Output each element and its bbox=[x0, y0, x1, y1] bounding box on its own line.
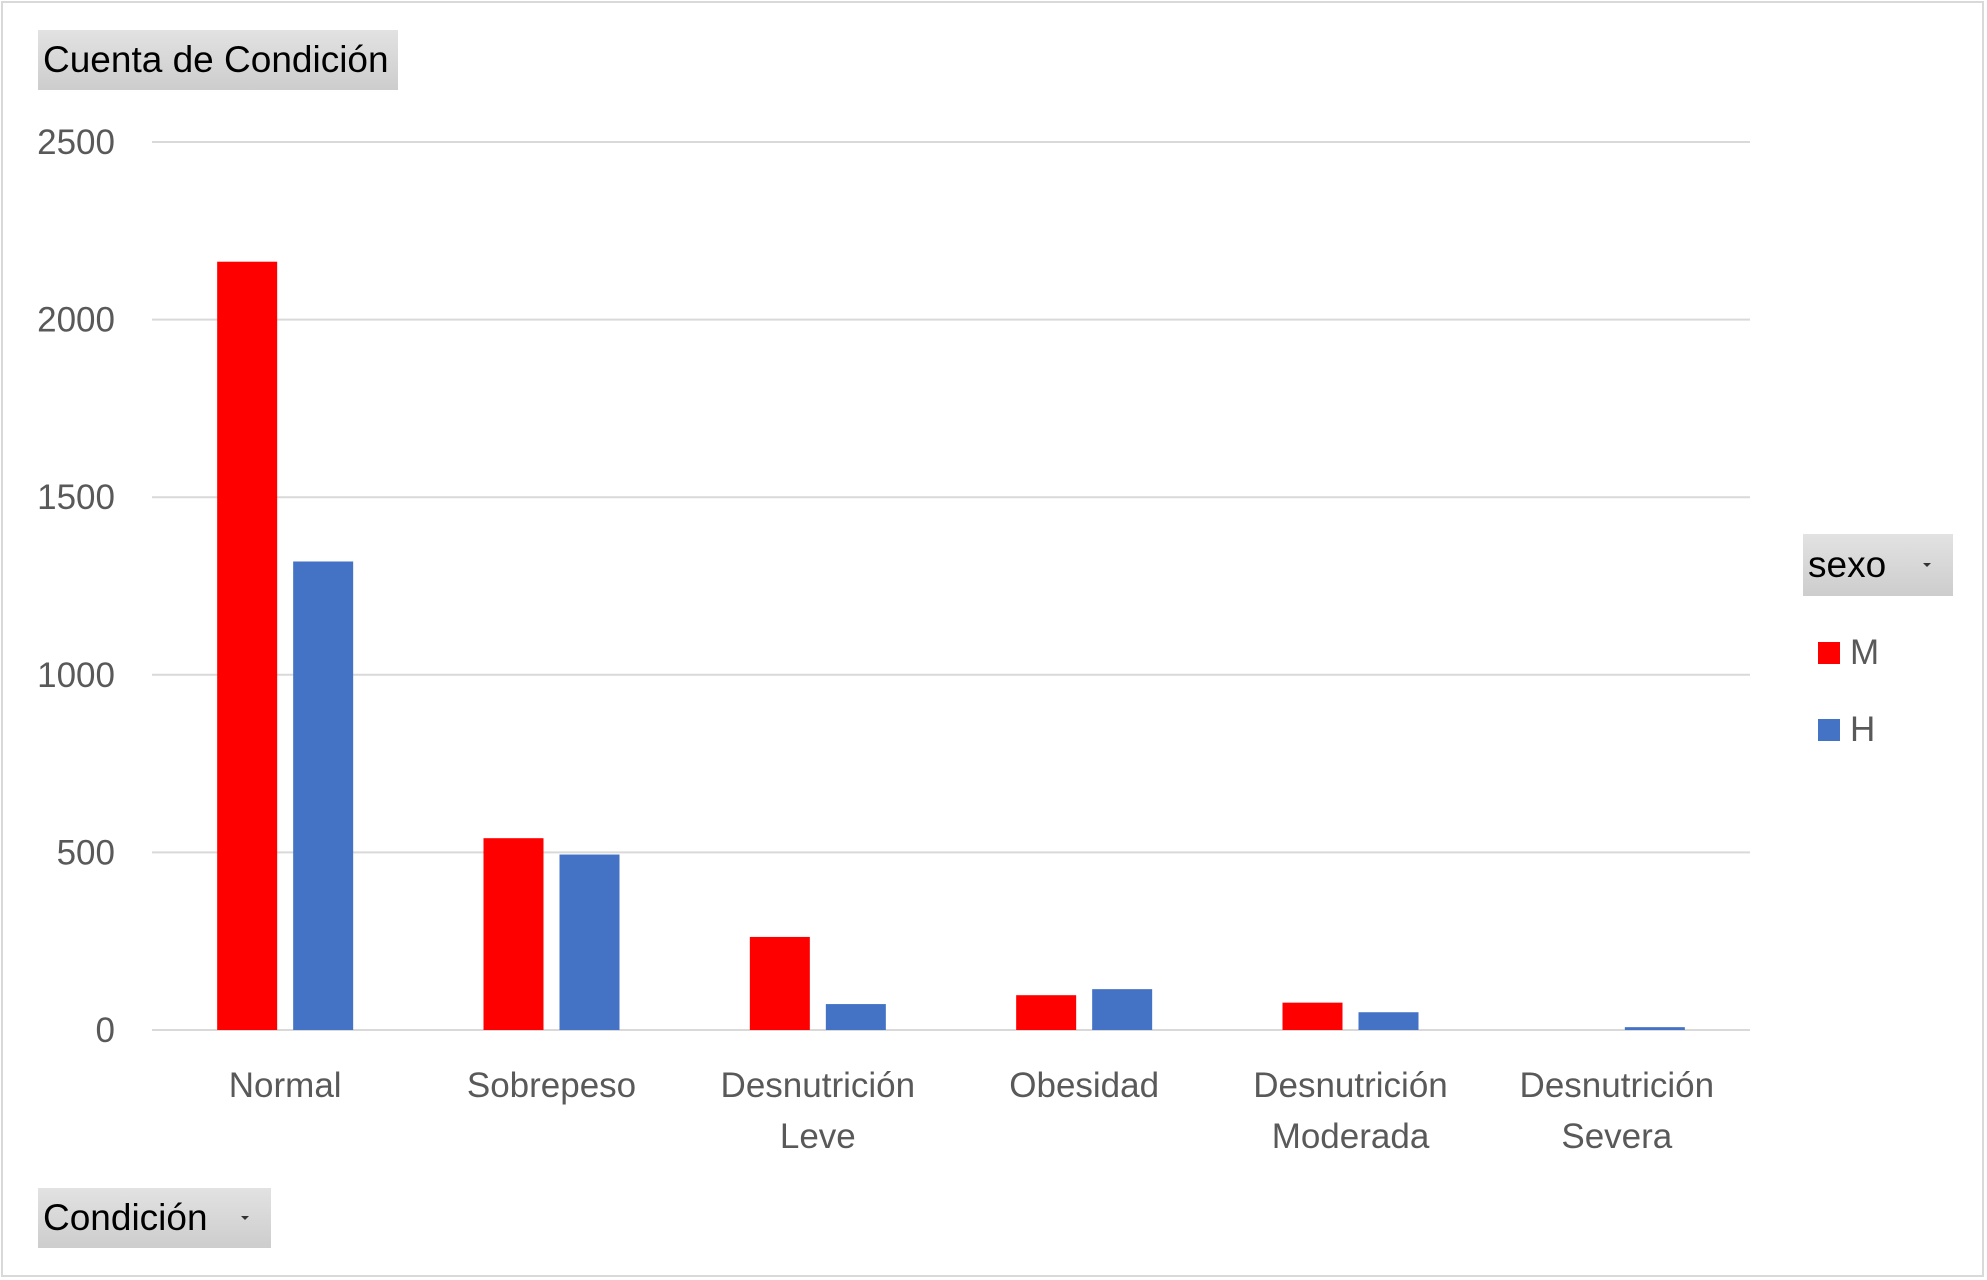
x-category-label: Desnutrición bbox=[721, 1066, 916, 1105]
bars bbox=[217, 261, 1685, 1030]
bar-m-4 bbox=[1282, 1002, 1343, 1030]
chevron-down-icon bbox=[241, 1216, 249, 1220]
legend-item-h[interactable]: H bbox=[1818, 691, 1879, 768]
y-tick-label: 2000 bbox=[37, 301, 115, 340]
legend-item-m[interactable]: M bbox=[1818, 614, 1879, 691]
bar-h-3 bbox=[1092, 989, 1153, 1030]
chevron-down-icon bbox=[1923, 563, 1931, 567]
value-field-label: Cuenta de Condición bbox=[43, 39, 389, 80]
axis-field-label: Condición bbox=[43, 1197, 208, 1238]
value-field-button[interactable]: Cuenta de Condición bbox=[38, 30, 398, 90]
bar-h-2 bbox=[825, 1004, 886, 1030]
bar-h-1 bbox=[559, 854, 620, 1030]
x-category-label: Desnutrición bbox=[1520, 1066, 1715, 1105]
x-category-label: Leve bbox=[780, 1117, 856, 1156]
bar-h-4 bbox=[1358, 1012, 1419, 1030]
legend-swatch bbox=[1818, 718, 1840, 741]
y-tick-label: 1000 bbox=[37, 656, 115, 695]
legend-label: M bbox=[1850, 632, 1880, 672]
y-tick-label: 0 bbox=[96, 1011, 115, 1050]
gridlines bbox=[152, 141, 1750, 1031]
legend-swatch bbox=[1818, 641, 1840, 664]
x-axis-categories: Normal Sobrepeso Desnutrición Leve Obesidad D… bbox=[229, 1066, 1714, 1156]
legend-field-button[interactable]: sexo bbox=[1803, 534, 1953, 596]
x-category-label: Severa bbox=[1561, 1117, 1672, 1156]
x-category-label: Sobrepeso bbox=[467, 1066, 636, 1105]
x-category-label: Desnutrición bbox=[1253, 1066, 1448, 1105]
y-axis-ticks: 0 500 1000 1500 2000 2500 bbox=[37, 123, 115, 1050]
x-category-label: Moderada bbox=[1272, 1117, 1430, 1156]
x-category-label: Obesidad bbox=[1009, 1066, 1159, 1105]
legend-label: H bbox=[1850, 709, 1876, 749]
y-tick-label: 1500 bbox=[37, 478, 115, 517]
bar-m-0 bbox=[217, 261, 278, 1030]
bar-m-2 bbox=[749, 936, 810, 1030]
bar-m-1 bbox=[483, 838, 544, 1030]
bar-m-3 bbox=[1016, 995, 1077, 1030]
legend-field-label: sexo bbox=[1808, 544, 1887, 585]
y-tick-label: 2500 bbox=[37, 123, 115, 162]
bar-h-5 bbox=[1624, 1027, 1685, 1030]
axis-field-button[interactable]: Condición bbox=[38, 1188, 271, 1248]
x-category-label: Normal bbox=[229, 1066, 342, 1105]
y-tick-label: 500 bbox=[57, 833, 115, 872]
bar-h-0 bbox=[293, 561, 354, 1030]
